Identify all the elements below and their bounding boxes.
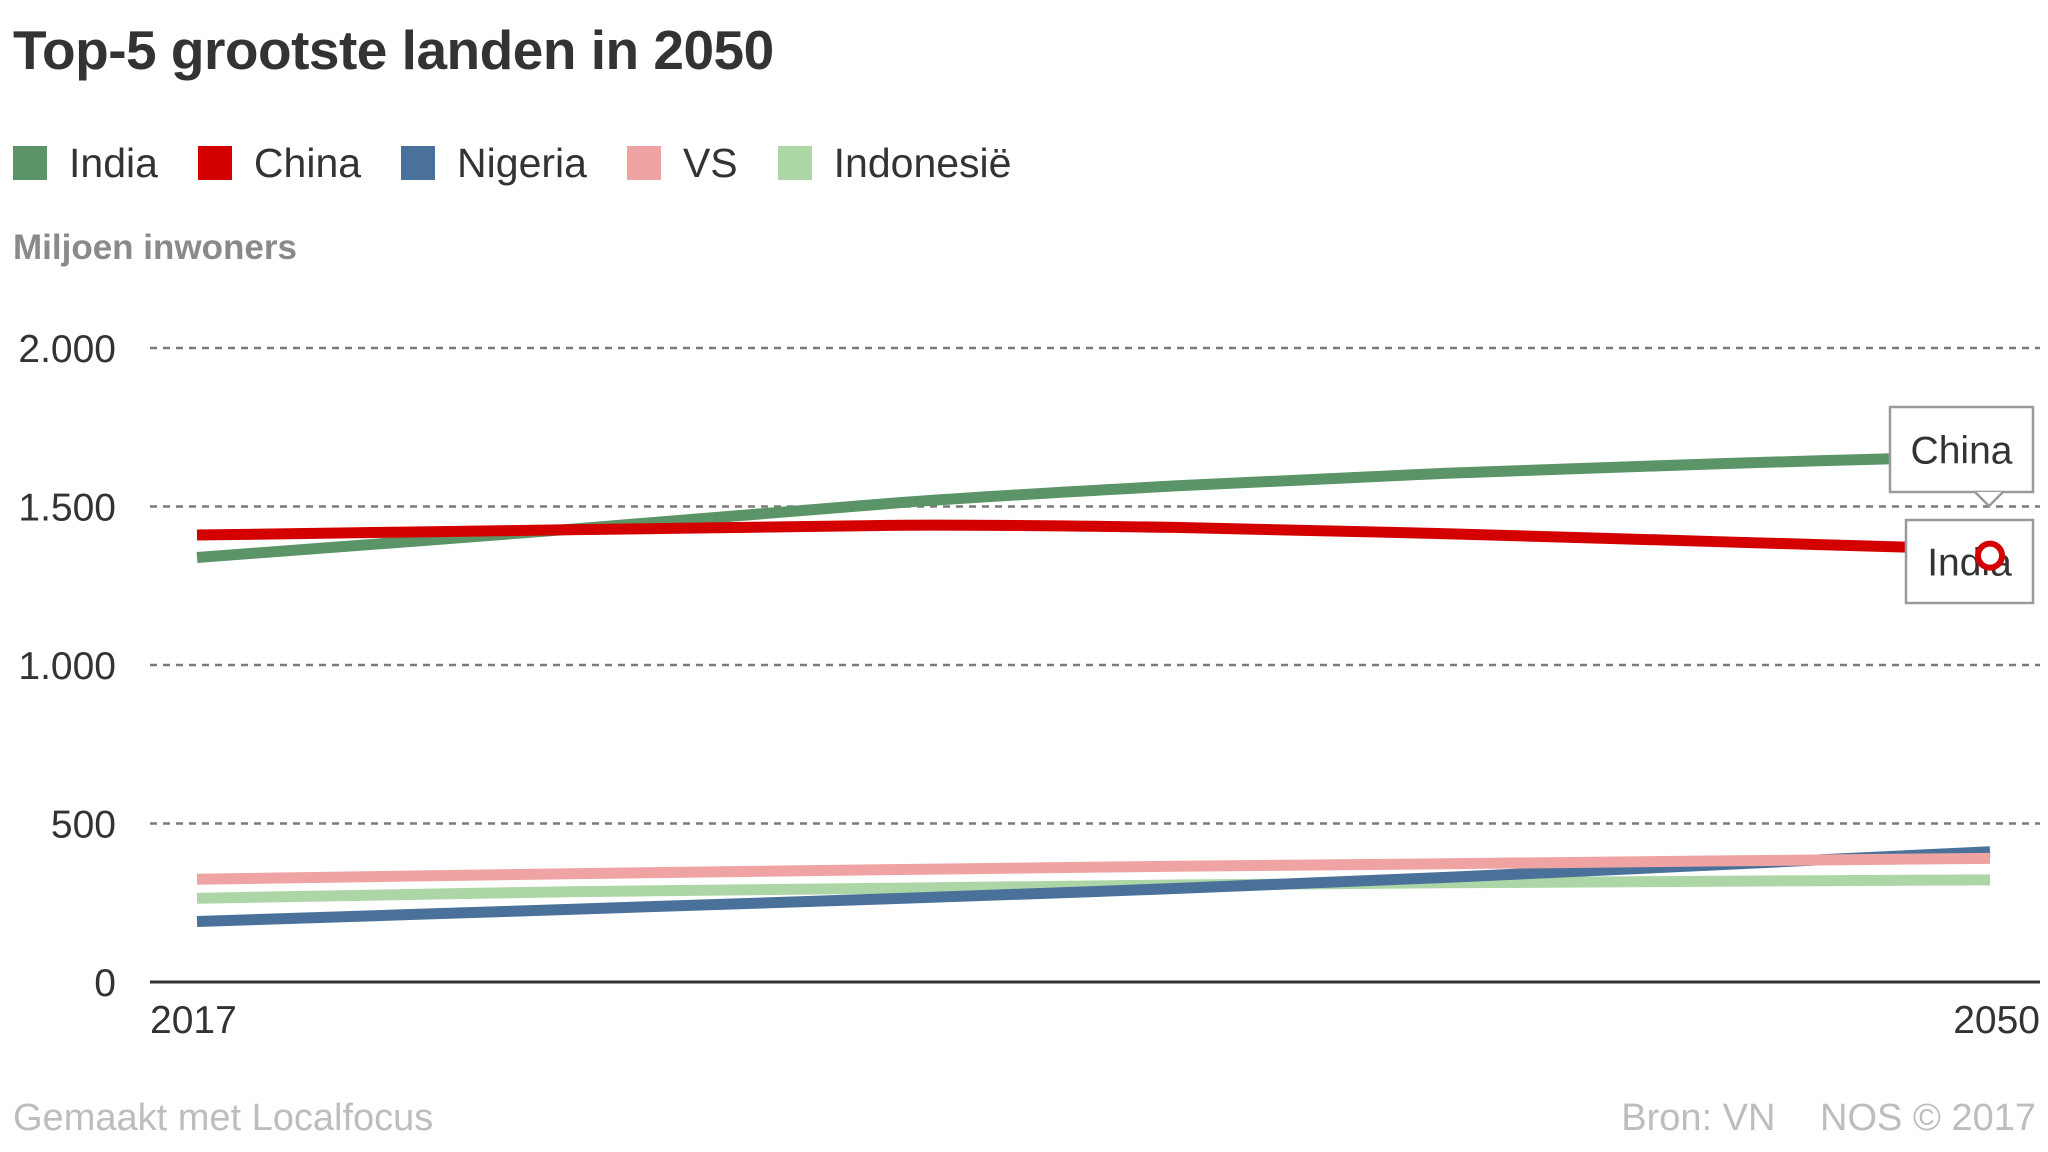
x-tick-label-2050: 2050: [1953, 999, 2040, 1042]
y-tick-label-0: 0: [94, 962, 116, 1005]
legend-item-indonesie[interactable]: Indonesië: [777, 139, 1012, 187]
legend: India China Nigeria VS Indonesië: [13, 135, 1051, 191]
series-line-china: [196, 519, 1991, 556]
annotation-china: China: [1888, 405, 2035, 494]
annotation-box-china: [1888, 405, 2035, 494]
legend-item-nigeria[interactable]: Nigeria: [401, 140, 587, 187]
legend-swatch-vs: [626, 146, 661, 180]
legend-swatch-indonesie: [777, 146, 812, 180]
legend-swatch-nigeria: [401, 146, 436, 180]
legend-label-china: China: [253, 139, 362, 186]
legend-label-vs: VS: [682, 139, 738, 186]
annotation-pointer: [1974, 491, 2004, 508]
legend-item-vs[interactable]: VS: [626, 139, 738, 187]
annotation-india: India: [1904, 518, 2035, 605]
legend-swatch-china: [197, 146, 232, 180]
highlight-marker: [1975, 540, 2005, 571]
annotation-box-india: [1904, 518, 2035, 605]
copyright-text: NOS © 2017: [1820, 1097, 2036, 1139]
legend-swatch-india: [13, 146, 47, 180]
credit-text: Gemaakt met Localfocus: [13, 1097, 434, 1139]
y-tick-label-500: 500: [51, 804, 116, 847]
legend-label-india: India: [69, 139, 158, 186]
legend-item-india[interactable]: India: [13, 140, 158, 187]
source-text: Bron: VN: [1621, 1097, 1776, 1139]
series-line-vs: [196, 852, 1991, 885]
x-tick-label-2017: 2017: [150, 999, 237, 1042]
y-axis-unit-label: Miljoen inwoners: [13, 228, 297, 267]
annotation-label-china: China: [1911, 430, 2013, 473]
legend-item-china[interactable]: China: [197, 139, 362, 187]
source-line: Bron: VN NOS © 2017: [1621, 1097, 2036, 1140]
y-tick-label-1-000: 1.000: [18, 645, 116, 688]
chart-title: Top-5 grootste landen in 2050: [13, 19, 774, 81]
y-tick-label-1-500: 1.500: [18, 487, 116, 530]
legend-label-nigeria: Nigeria: [457, 139, 587, 186]
y-tick-label-2-000: 2.000: [18, 328, 116, 371]
legend-label-indonesie: Indonesië: [833, 139, 1012, 186]
